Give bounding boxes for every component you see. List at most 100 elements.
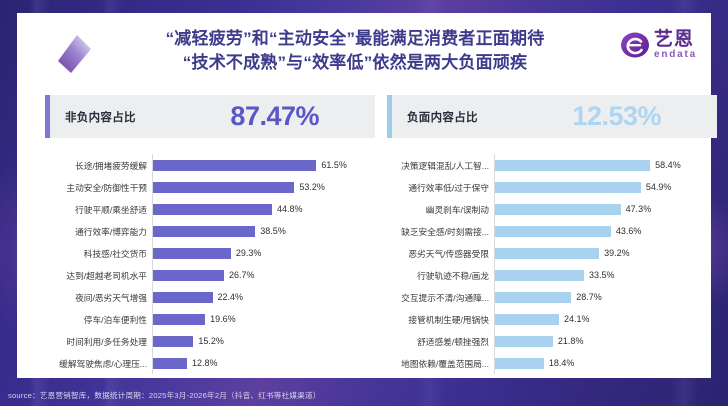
bar-value-label: 58.4%	[655, 160, 681, 170]
bar-row: 行驶轨迹不稳/画龙 33.5%	[387, 264, 717, 286]
bar-fill	[495, 335, 553, 347]
bar-value-label: 43.6%	[615, 226, 642, 236]
bar-fill	[495, 291, 572, 303]
brand-name-cn: 艺恩	[653, 29, 694, 50]
page-title: “减轻疲劳”和“主动安全”最能满足消费者正面期待 “技术不成熟”与“效率低”依然…	[95, 27, 615, 75]
bar-track: 15.2%	[152, 330, 375, 352]
bar-track: 26.7%	[152, 264, 375, 286]
bar-track: 19.6%	[152, 308, 375, 330]
bar-category-label: 通行效率/博弈能力	[75, 226, 147, 237]
panel-header-non-negative: 非负内容占比 87.47%	[45, 95, 375, 138]
bar-category-label: 行驶平顺/乘坐舒适	[75, 204, 147, 215]
bar-track: 21.8%	[494, 330, 717, 352]
bar-value-label: 61.5%	[321, 160, 347, 170]
bar-row: 夜间/恶劣天气增强 22.4%	[45, 286, 375, 308]
bar-value-label: 19.6%	[210, 314, 236, 324]
bar-row: 舒适感差/顿挫强烈 21.8%	[387, 330, 717, 352]
bar-track: 12.8%	[152, 352, 375, 374]
bar-row: 幽灵刹车/误制动 47.3%	[387, 198, 717, 220]
brand-logo-text: 艺恩 endata	[654, 30, 697, 60]
bar-track: 33.5%	[494, 264, 717, 286]
bar-row: 长途/拥堵疲劳缓解 61.5%	[45, 154, 375, 176]
bar-track: 24.1%	[494, 308, 717, 330]
brand-logo: 艺恩 endata	[620, 30, 697, 60]
bar-row: 通行效率/博弈能力 38.5%	[45, 220, 375, 242]
bar-track: 54.9%	[494, 176, 717, 198]
bar-fill	[495, 225, 611, 237]
bar-value-label: 28.7%	[576, 292, 602, 302]
panel-label-non-negative: 非负内容占比	[65, 111, 136, 124]
bar-category-label: 交互提示不清/沟通障...	[401, 292, 489, 303]
bar-fill	[153, 247, 231, 259]
bar-track: 58.4%	[494, 154, 717, 176]
source-footnote: source：艺恩营销智库，数据统计周期：2025年3月-2026年2月（抖音、…	[8, 391, 321, 400]
bar-track: 22.4%	[152, 286, 375, 308]
bar-category-label: 通行效率低/过于保守	[408, 182, 489, 193]
bar-value-label: 21.8%	[557, 336, 584, 346]
bar-row: 科技感/社交货币 29.3%	[45, 242, 375, 264]
bar-row: 通行效率低/过于保守 54.9%	[387, 176, 717, 198]
panel-value-non-negative: 87.47%	[230, 101, 319, 131]
bar-chart-negative: 决策逻辑混乱/人工智... 58.4% 通行效率低/过于保守 54.9% 幽灵刹车/误制…	[387, 154, 717, 374]
bar-category-label: 科技感/社交货币	[83, 248, 147, 259]
bar-track: 47.3%	[494, 198, 717, 220]
bar-category-label: 停车/泊车便利性	[83, 314, 147, 325]
bar-category-label: 长途/拥堵疲劳缓解	[75, 160, 147, 171]
bar-row: 决策逻辑混乱/人工智... 58.4%	[387, 154, 717, 176]
bar-track: 61.5%	[152, 154, 375, 176]
bar-fill	[495, 159, 651, 171]
bar-track: 53.2%	[152, 176, 375, 198]
bar-track: 28.7%	[494, 286, 717, 308]
bar-category-label: 接管机制生硬/甩锅快	[408, 314, 489, 325]
bar-value-label: 12.8%	[192, 358, 218, 368]
title-line-1: “减轻疲劳”和“主动安全”最能满足消费者正面期待	[165, 29, 545, 48]
bar-category-label: 恶劣天气/传感器受限	[408, 248, 489, 259]
bar-row: 主动安全/防御性干预 53.2%	[45, 176, 375, 198]
bar-value-label: 54.9%	[645, 182, 672, 192]
bar-category-label: 行驶轨迹不稳/画龙	[417, 270, 489, 281]
bar-value-label: 29.3%	[235, 248, 262, 258]
bar-fill	[495, 269, 584, 281]
endata-e-logo-icon	[620, 30, 650, 60]
bar-fill	[153, 159, 317, 171]
bar-value-label: 24.1%	[564, 314, 590, 324]
bar-category-label: 达到/超越老司机水平	[66, 270, 147, 281]
bar-row: 缺乏安全感/时刻需接... 43.6%	[387, 220, 717, 242]
bar-fill	[153, 225, 256, 237]
bar-value-label: 33.5%	[589, 270, 615, 280]
bar-track: 18.4%	[494, 352, 717, 374]
bar-fill	[495, 247, 600, 259]
panels-container: 非负内容占比 87.47% 长途/拥堵疲劳缓解 61.5% 主动安全/防御性干预 53…	[45, 95, 717, 374]
bar-row: 缓解驾驶焦虑/心理压... 12.8%	[45, 352, 375, 374]
bar-value-label: 18.4%	[548, 358, 575, 368]
bar-category-label: 舒适感差/顿挫强烈	[417, 336, 489, 347]
panel-value-negative: 12.53%	[572, 101, 661, 131]
bar-value-label: 22.4%	[217, 292, 244, 302]
bar-value-label: 47.3%	[625, 204, 652, 214]
bar-chart-non-negative: 长途/拥堵疲劳缓解 61.5% 主动安全/防御性干预 53.2% 行驶平顺/乘坐舒适 44…	[45, 154, 375, 374]
bar-fill	[153, 269, 224, 281]
bar-fill	[153, 291, 213, 303]
bar-value-label: 15.2%	[198, 336, 224, 346]
panel-label-negative: 负面内容占比	[407, 111, 478, 124]
bar-fill	[495, 181, 641, 193]
bar-category-label: 缓解驾驶焦虑/心理压...	[59, 358, 147, 369]
content-card: “减轻疲劳”和“主动安全”最能满足消费者正面期待 “技术不成熟”与“效率低”依然…	[17, 13, 717, 378]
bar-category-label: 夜间/恶劣天气增强	[75, 292, 147, 303]
bar-fill	[495, 203, 621, 215]
bar-category-label: 地图依赖/覆盖范围局...	[401, 358, 489, 369]
bar-fill	[495, 357, 544, 369]
panel-header-negative: 负面内容占比 12.53%	[387, 95, 717, 138]
bar-row: 时间利用/多任务处理 15.2%	[45, 330, 375, 352]
bar-track: 38.5%	[152, 220, 375, 242]
bar-track: 29.3%	[152, 242, 375, 264]
bar-fill	[495, 313, 560, 325]
panel-negative: 负面内容占比 12.53% 决策逻辑混乱/人工智... 58.4% 通行效率低/过于…	[387, 95, 717, 374]
bar-fill	[153, 335, 194, 347]
bar-fill	[153, 203, 273, 215]
bar-track: 39.2%	[494, 242, 717, 264]
bar-fill	[153, 313, 206, 325]
title-line-2: “技术不成熟”与“效率低”依然是两大负面顽疾	[182, 53, 528, 73]
bar-row: 恶劣天气/传感器受限 39.2%	[387, 242, 717, 264]
